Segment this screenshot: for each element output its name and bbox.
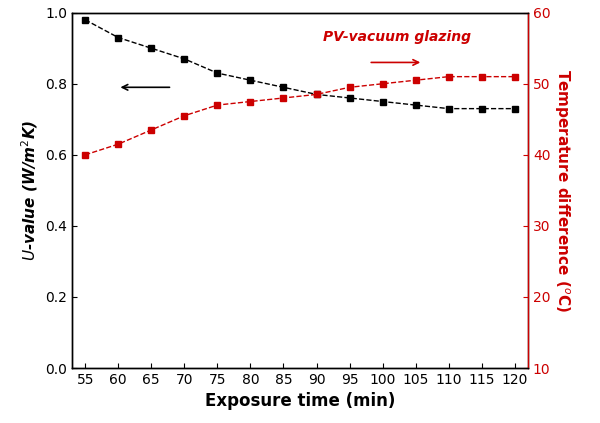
Y-axis label: Temperature difference ($^o$C): Temperature difference ($^o$C) xyxy=(552,69,571,312)
Text: PV-vacuum glazing: PV-vacuum glazing xyxy=(323,30,471,44)
Y-axis label: $U$-value (W/m$^2$K): $U$-value (W/m$^2$K) xyxy=(19,120,40,261)
X-axis label: Exposure time (min): Exposure time (min) xyxy=(205,393,395,410)
